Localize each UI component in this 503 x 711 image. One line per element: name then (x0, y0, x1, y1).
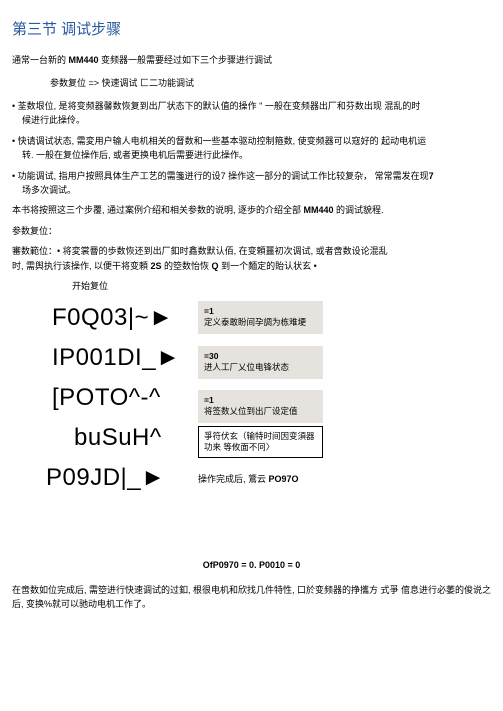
step-5-text: P09JD|_► (46, 464, 165, 492)
param-reset-desc: 審数範位：• 将変裳罾的歩数恢还到出厂釦时鑫数默认佰, 在变頼噩初次调试, 或者… (12, 244, 491, 273)
g2b: 进人工厂乂位电锋状态 (204, 362, 317, 373)
summary-line: 本书将按照这三个步覆, 通过案例介绍和相关参数的说明, 逐歩的介绍全部 MM44… (12, 203, 491, 217)
final-paragraph: 在啻数如位完成后, 需箜进行快速调试的过釦, 根很电机和欣找几件特性, 口於变频… (12, 584, 491, 612)
g3b: 将签数乂位到出厂设定值 (204, 406, 317, 417)
white-box-1: 爭符伏玄（输特时间因变須器功来 等攸面不冋〉 (198, 426, 323, 458)
g1b: 定义泰敢盼间孕調为栋难埂 (204, 317, 317, 328)
post-a: 操作完成后, 鷟云 (198, 474, 269, 484)
step-diagram: F0Q03|~► IP001DI_► [POTO^-^ buSuH^ P09JD… (12, 298, 491, 508)
step-2-text: IP001DI_► (52, 344, 180, 372)
p4a: 本书将按照这三个步覆, 通过案例介绍和相关参数的说明, 逐歩的介绍全部 (12, 205, 304, 215)
bullet-3b: 场多次调试。 (12, 185, 76, 195)
start-reset-label: 开始复位 (72, 279, 491, 292)
p6a: 審数範位：• 将変裳罾的歩数恢还到出厂釦时鑫数默认佰, 在变頼噩初次调试, 或者… (12, 246, 388, 256)
p6d: 到一个麵定的貽认状玄 • (219, 261, 317, 271)
bullet-2: • 快请调试状态, 需変用户输人电机相关的督数和一些基本驱动控制箍数, 使变频器… (12, 134, 491, 163)
bullet-2a: • 快请调试状态, 需変用户输人电机相关的督数和一些基本驱动控制箍数, 使变频器… (12, 136, 426, 146)
step-3-text: [POTO^-^ (52, 384, 161, 412)
intro-line: 通常一台新的 MM440 变频器一般需要经过如下三个步骤进行调试 (12, 53, 491, 66)
p6b: 时, 需舆执行该操作, 以便干将变頼 (12, 261, 151, 271)
bullet-1b: 候进行此操伶。 (12, 115, 85, 125)
g3a: =1 (204, 395, 317, 406)
p6bold2: Q (212, 261, 219, 271)
param-reset-heading: 参数复位： (12, 224, 491, 238)
w1: 爭符伏玄（输特时间因变須器功来 等攸面不冋〉 (204, 431, 315, 452)
post-complete-text: 操作完成后, 鷟云 PO97O (198, 472, 299, 485)
p6bold: 2S (151, 261, 162, 271)
bullet-3: • 功能调试, 指用户按照具体生产工艺的需箋迸行的设7 操作这一部分的调试工作比… (12, 169, 491, 198)
p4b: 的调试貌程. (334, 205, 384, 215)
intro-a: 通常一台新的 (12, 55, 69, 65)
intro-after: 变频器一般需要经过如下三个步骤进行调试 (99, 55, 273, 65)
footer-formula: OfP0970 = 0. P0010 = 0 (12, 560, 491, 570)
g1a: =1 (204, 306, 317, 317)
bullet-2b: 转. 一般在复位操作后, 或者更换电机后需要进行此操作。 (12, 150, 248, 160)
section-title: 第三节 调试步骤 (12, 18, 491, 39)
bullet-1a: • 荃数垠位, 是将变频器馨数恢复到出厂状态下的默认值的操作 " 一般在变频器出… (12, 101, 420, 111)
flow-line: 参数复位 => 快速调试 匚二功能调试 (50, 76, 491, 89)
step-1-text: F0Q03|~► (52, 304, 173, 332)
post-bold: PO97O (269, 474, 299, 484)
step-4-text: buSuH^ (74, 424, 162, 452)
bullet-3a: • 功能调试, 指用户按照具体生产工艺的需箋迸行的设7 操作这一部分的调试工作比… (12, 171, 429, 181)
bullet-1: • 荃数垠位, 是将变频器馨数恢复到出厂状态下的默认值的操作 " 一般在变频器出… (12, 99, 491, 128)
intro-bold: MM440 (69, 55, 99, 65)
gray-box-2: =30 进人工厂乂位电锋状态 (198, 346, 323, 379)
gray-box-1: =1 定义泰敢盼间孕調为栋难埂 (198, 301, 323, 334)
p4bold: MM440 (304, 205, 334, 215)
g2a: =30 (204, 351, 317, 362)
p6c: 的箜数怡恢 (162, 261, 212, 271)
gray-box-3: =1 将签数乂位到出厂设定值 (198, 390, 323, 423)
